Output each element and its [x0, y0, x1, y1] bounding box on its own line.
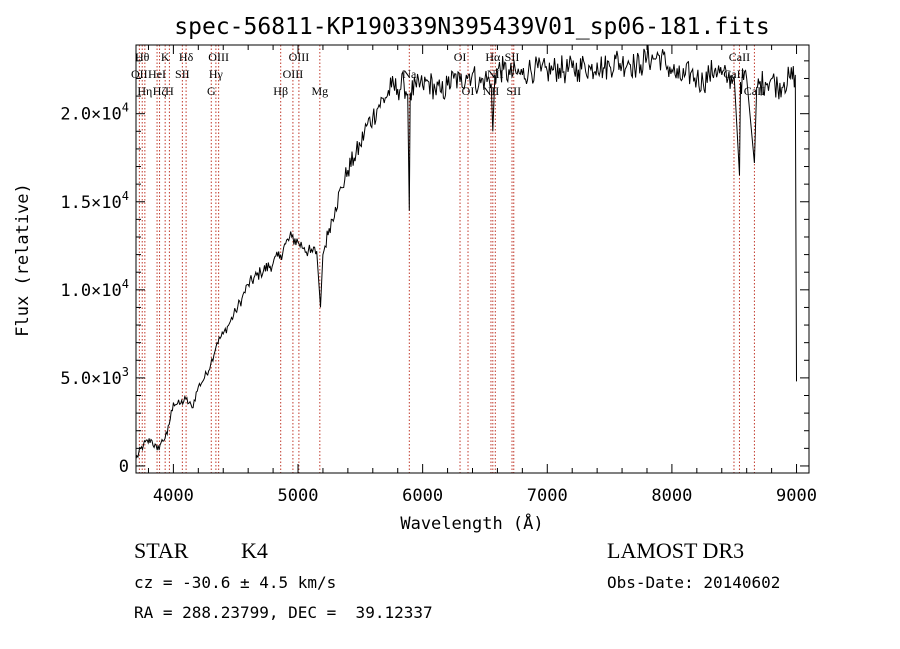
spectral-line-label: CaII — [744, 84, 765, 98]
x-axis-ticks: 4000 5000 6000 7000 8000 9000 — [147, 45, 817, 506]
y-axis-label: Flux (relative) — [13, 183, 33, 337]
x-tick-label: 5000 — [278, 486, 319, 506]
x-tick-label: 8000 — [651, 486, 692, 506]
ra-dec: RA = 288.23799, DEC = 39.12337 — [134, 603, 433, 622]
spectral-line-label: G — [207, 84, 216, 98]
spectral-line-label: Hα — [485, 50, 501, 64]
y-tick-label: 0 — [119, 457, 129, 477]
spectral-line-label: OII — [131, 67, 148, 81]
spectral-line-labels: OIIHθHηHeIHζKHSIIHδGHγOIIIHβOIIIOIIIMgNa… — [131, 50, 765, 98]
spectral-line-label: Hη — [137, 84, 152, 98]
survey-name: LAMOST DR3 — [607, 538, 745, 563]
spectral-line-label: OIII — [283, 67, 304, 81]
x-tick-label: 9000 — [776, 486, 817, 506]
spectral-line-label: Hδ — [179, 50, 194, 64]
spectrum-line — [135, 44, 797, 460]
spectral-line-label: OIII — [289, 50, 310, 64]
spectral-line-label: Mg — [311, 84, 328, 98]
spectral-line-label: SII — [175, 67, 190, 81]
chart-title: spec-56811-KP190339N395439V01_sp06-181.f… — [174, 14, 769, 40]
spectral-line-label: Hγ — [209, 67, 224, 81]
spectral-line-label: Na — [402, 67, 417, 81]
x-tick-label: 6000 — [402, 486, 443, 506]
x-tick-label: 4000 — [153, 486, 194, 506]
spectral-line-label: K — [161, 50, 170, 64]
x-axis-label: Wavelength (Å) — [400, 512, 543, 534]
spectral-line-label: SII — [506, 84, 521, 98]
y-tick-label: 1.5×104 — [60, 189, 129, 213]
spectral-line-label: SII — [505, 50, 520, 64]
y-tick-label: 1.0×104 — [60, 277, 129, 301]
object-class: STAR — [134, 538, 189, 563]
spectral-line-label: CaII — [729, 50, 750, 64]
spectral-line-label: Hβ — [273, 84, 288, 98]
spectral-line-label: OI — [454, 50, 467, 64]
spectral-line-label: Hθ — [135, 50, 150, 64]
spectral-line-label: OI — [462, 84, 475, 98]
spectral-line-label: HeI — [148, 67, 166, 81]
spectral-line-label: Hζ — [153, 84, 167, 98]
spectral-line-markers — [138, 45, 755, 473]
y-axis-ticks: 0 5.0×103 1.0×104 1.5×104 2.0×104 — [60, 60, 809, 477]
spectral-line-label: H — [165, 84, 174, 98]
y-tick-label: 5.0×103 — [60, 365, 129, 389]
x-tick-label: 7000 — [527, 486, 568, 506]
obs-date: Obs-Date: 20140602 — [607, 573, 781, 592]
plot-frame — [135, 44, 810, 474]
object-subclass: K4 — [241, 538, 268, 563]
spectral-line-label: OIII — [208, 50, 229, 64]
redshift-cz: cz = -30.6 ± 4.5 km/s — [134, 573, 337, 592]
spectral-line-label: NII — [487, 67, 504, 81]
y-tick-label: 2.0×104 — [60, 101, 129, 125]
